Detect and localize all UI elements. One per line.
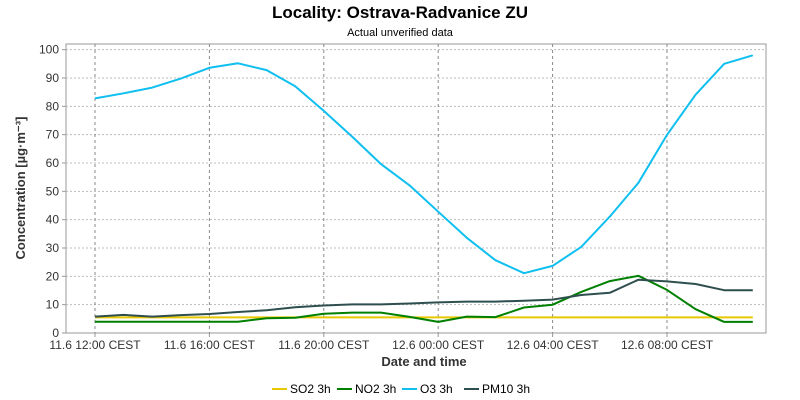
y-tick-label: 30 bbox=[46, 241, 60, 255]
x-tick-label: 12.6 00:00 CEST bbox=[392, 338, 485, 352]
y-axis-label: Concentration [µg·m⁻³] bbox=[13, 117, 28, 260]
x-tick-label: 12.6 04:00 CEST bbox=[507, 338, 600, 352]
series-line-no2 bbox=[95, 274, 753, 323]
legend-label: NO2 3h bbox=[355, 382, 396, 396]
y-tick-label: 50 bbox=[46, 184, 60, 198]
chart-title: Locality: Ostrava-Radvanice ZU bbox=[272, 3, 528, 22]
series-lines bbox=[94, 54, 754, 323]
x-axis-label: Date and time bbox=[381, 354, 466, 369]
y-tick-label: 0 bbox=[52, 326, 59, 340]
legend-label: O3 3h bbox=[420, 382, 453, 396]
y-tick-label: 90 bbox=[46, 71, 60, 85]
chart-subtitle: Actual unverified data bbox=[347, 27, 454, 39]
x-axis-ticks: 11.6 12:00 CEST 11.6 16:00 CEST 11.6 20:00… bbox=[49, 333, 714, 352]
legend: SO2 3h NO2 3h O3 3h PM10 3h bbox=[272, 382, 530, 396]
y-tick-label: 10 bbox=[46, 298, 60, 312]
y-tick-label: 70 bbox=[46, 128, 60, 142]
y-tick-label: 80 bbox=[46, 99, 60, 113]
series-line-pm10 bbox=[94, 278, 753, 318]
series-line-o3 bbox=[94, 54, 754, 275]
x-tick-label: 11.6 12:00 CEST bbox=[49, 338, 141, 352]
y-tick-label: 60 bbox=[46, 156, 60, 170]
plot-area bbox=[65, 43, 767, 334]
y-axis-ticks: 0 10 20 30 40 50 60 70 80 90 100 bbox=[39, 43, 66, 340]
legend-label: SO2 3h bbox=[290, 382, 331, 396]
y-tick-label: 40 bbox=[46, 213, 60, 227]
x-tick-label: 11.6 16:00 CEST bbox=[164, 338, 256, 352]
legend-label: PM10 3h bbox=[482, 382, 530, 396]
y-tick-label: 20 bbox=[46, 269, 60, 283]
x-tick-label: 12.6 08:00 CEST bbox=[621, 338, 714, 352]
x-tick-label: 11.6 20:00 CEST bbox=[278, 338, 370, 352]
y-tick-label: 100 bbox=[39, 43, 59, 57]
